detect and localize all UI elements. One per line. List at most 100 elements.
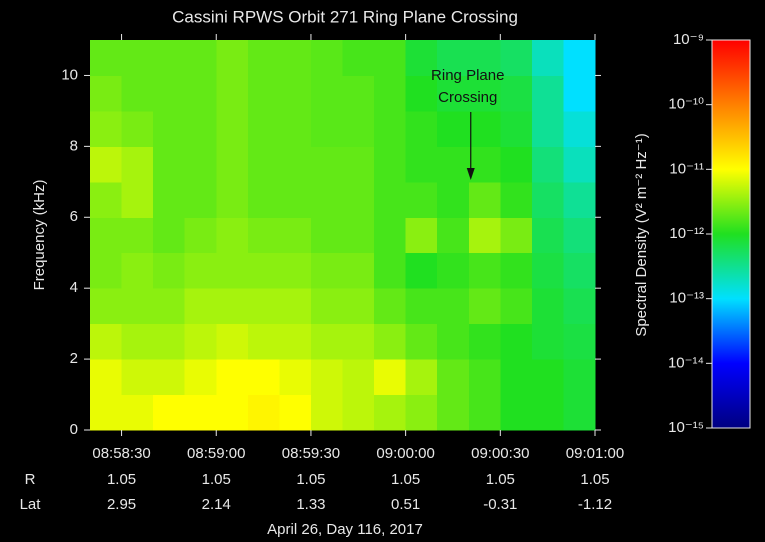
spectrogram-cell xyxy=(216,75,249,112)
spectrogram-cell xyxy=(310,394,343,431)
spectrogram-cell xyxy=(468,181,501,218)
spectrogram-cell xyxy=(531,75,564,112)
spectrogram-cell xyxy=(563,181,596,218)
spectrogram-cell xyxy=(437,323,470,360)
row-value: -0.31 xyxy=(483,496,517,513)
spectrogram-cell xyxy=(90,394,123,431)
spectrogram-cell xyxy=(216,181,249,218)
spectrogram-cell xyxy=(121,394,154,431)
spectrogram-cell xyxy=(500,323,533,360)
x-tick-label: 08:58:30 xyxy=(92,445,150,462)
spectrogram-cell xyxy=(216,288,249,325)
row-value: 1.05 xyxy=(486,471,515,488)
spectrogram-cell xyxy=(247,110,280,147)
spectrogram-cell xyxy=(153,252,186,289)
spectrogram-cell xyxy=(468,359,501,396)
row-value: 1.33 xyxy=(296,496,325,513)
spectrogram-cell xyxy=(563,288,596,325)
spectrogram-cell xyxy=(184,252,217,289)
spectrogram-cell xyxy=(500,75,533,112)
spectrogram-cell xyxy=(153,110,186,147)
x-tick-label: 09:00:00 xyxy=(376,445,434,462)
spectrogram-cell xyxy=(531,323,564,360)
spectrogram-cell xyxy=(374,252,407,289)
spectrogram-cell xyxy=(153,40,186,76)
spectrogram-cell xyxy=(90,217,123,254)
spectrogram-cell xyxy=(342,75,375,112)
spectrogram-cell xyxy=(563,394,596,431)
spectrogram-cell xyxy=(247,288,280,325)
spectrogram-cell xyxy=(563,217,596,254)
x-tick-label: 09:01:00 xyxy=(566,445,624,462)
spectrogram-cell xyxy=(531,359,564,396)
spectrogram-cell xyxy=(247,359,280,396)
spectrogram-cell xyxy=(216,323,249,360)
spectrogram-cell xyxy=(374,40,407,76)
spectrogram-cell xyxy=(405,146,438,183)
spectrogram-cell xyxy=(90,323,123,360)
spectrogram-cell xyxy=(279,252,312,289)
spectrogram-cell xyxy=(374,146,407,183)
spectrogram-cell xyxy=(500,288,533,325)
spectrogram-cell xyxy=(374,181,407,218)
spectrogram-cell xyxy=(184,359,217,396)
spectrogram-cell xyxy=(310,75,343,112)
spectrogram-cell xyxy=(279,359,312,396)
colorbar-tick-label: 10⁻⁹ xyxy=(673,31,704,48)
spectrogram-cell xyxy=(437,40,470,76)
spectrogram-cell xyxy=(184,40,217,76)
colorbar-tick-label: 10⁻¹² xyxy=(669,225,704,242)
spectrogram-cell xyxy=(437,110,470,147)
spectrogram-cell xyxy=(310,146,343,183)
y-tick-label: 8 xyxy=(70,137,78,154)
annotation: Crossing xyxy=(438,89,497,106)
spectrogram-cell xyxy=(90,110,123,147)
spectrogram-cell xyxy=(216,217,249,254)
spectrogram-cell xyxy=(563,75,596,112)
y-tick-label: 2 xyxy=(70,350,78,367)
spectrogram-cell xyxy=(437,181,470,218)
spectrogram-cell xyxy=(184,181,217,218)
spectrogram-cell xyxy=(153,181,186,218)
spectrogram-cell xyxy=(279,40,312,76)
spectrogram-cell xyxy=(468,323,501,360)
spectrogram-cell xyxy=(90,40,123,76)
spectrogram-cell xyxy=(310,181,343,218)
spectrogram-cell xyxy=(531,110,564,147)
spectrogram-cell xyxy=(531,181,564,218)
spectrogram-cell xyxy=(153,359,186,396)
spectrogram-cell xyxy=(121,75,154,112)
spectrogram-cell xyxy=(563,146,596,183)
spectrogram-cell xyxy=(531,217,564,254)
annotation-arrowhead xyxy=(466,168,475,180)
spectrogram-cell xyxy=(216,110,249,147)
spectrogram-cell xyxy=(90,146,123,183)
spectrogram-cell xyxy=(374,323,407,360)
spectrogram-cell xyxy=(279,75,312,112)
spectrogram-cell xyxy=(405,323,438,360)
spectrogram-cell xyxy=(405,288,438,325)
spectrogram-cell xyxy=(342,146,375,183)
spectrogram-cell xyxy=(184,217,217,254)
spectrogram-cell xyxy=(90,252,123,289)
spectrogram-cell xyxy=(437,252,470,289)
spectrogram-cell xyxy=(279,288,312,325)
spectrogram-cell xyxy=(531,146,564,183)
spectrogram-cell xyxy=(342,110,375,147)
spectrogram-cell xyxy=(374,217,407,254)
colorbar-tick-label: 10⁻¹⁴ xyxy=(668,354,704,371)
x-tick-label: 08:59:00 xyxy=(187,445,245,462)
spectrogram-cell xyxy=(279,146,312,183)
spectrogram-cell xyxy=(374,110,407,147)
spectrogram-cell xyxy=(184,110,217,147)
spectrogram-cell xyxy=(468,394,501,431)
spectrogram-cell xyxy=(500,217,533,254)
spectrogram-cell xyxy=(563,110,596,147)
row-value: 2.95 xyxy=(107,496,136,513)
y-tick-label: 10 xyxy=(61,66,78,83)
row-label: R xyxy=(25,471,36,488)
spectrogram-cell xyxy=(405,252,438,289)
spectrogram-cell xyxy=(279,181,312,218)
spectrogram-cell xyxy=(500,394,533,431)
y-axis-label: Frequency (kHz) xyxy=(31,180,48,291)
